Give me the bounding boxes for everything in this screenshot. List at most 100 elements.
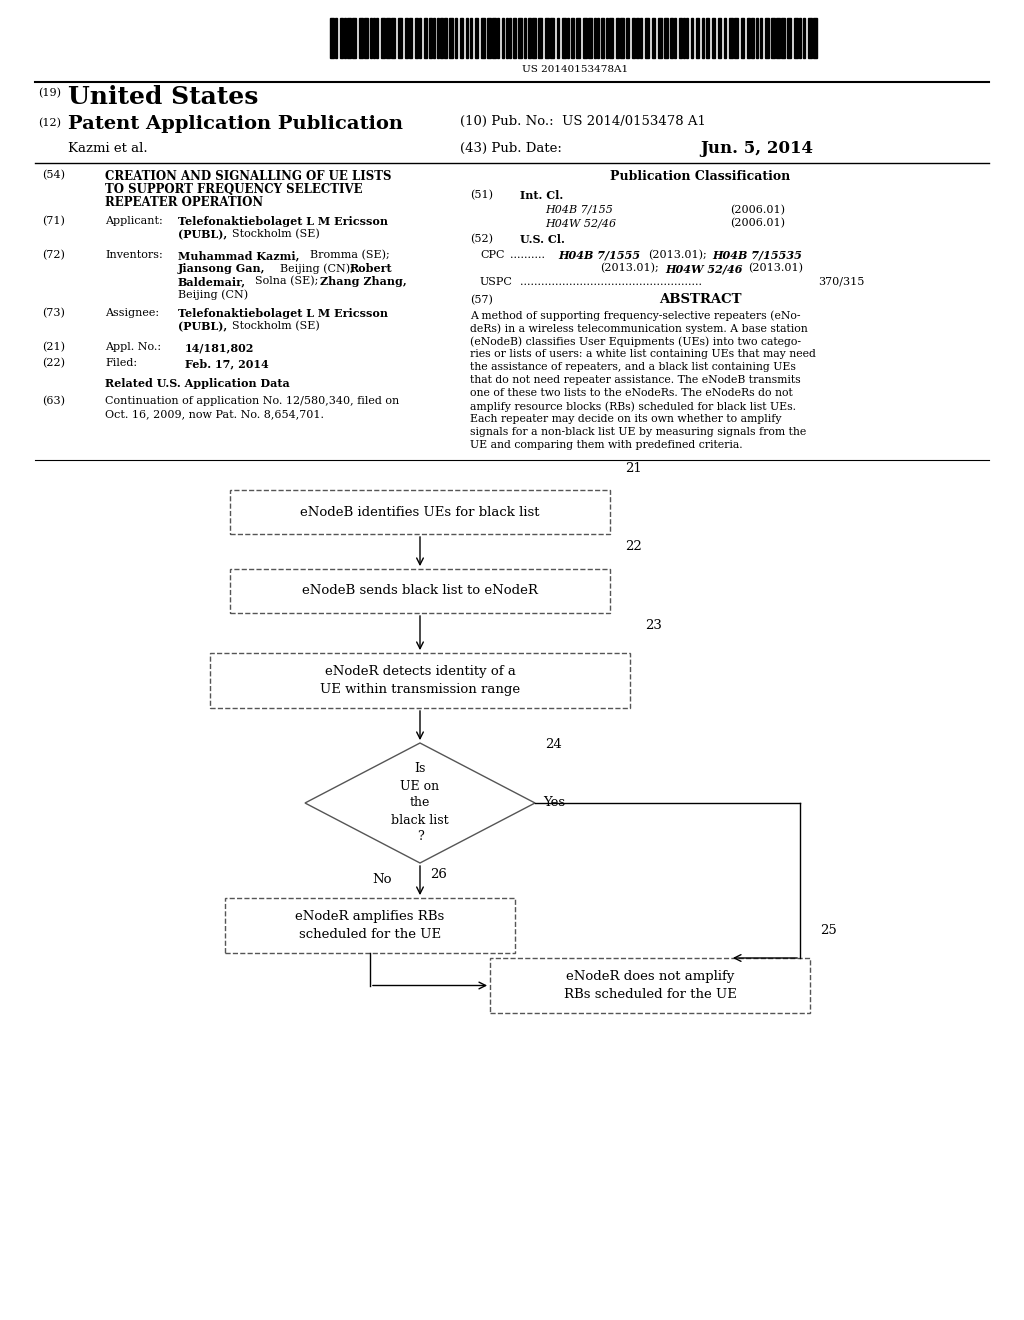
- Bar: [606, 18, 608, 58]
- Bar: [497, 18, 499, 58]
- Text: eNodeB sends black list to eNodeR: eNodeB sends black list to eNodeR: [302, 585, 538, 598]
- Text: eNodeR detects identity of a
UE within transmission range: eNodeR detects identity of a UE within t…: [319, 665, 520, 696]
- Bar: [686, 18, 688, 58]
- Text: Robert: Robert: [350, 263, 392, 275]
- Bar: [776, 18, 780, 58]
- Bar: [528, 18, 531, 58]
- Bar: [683, 18, 685, 58]
- FancyBboxPatch shape: [210, 653, 630, 708]
- Bar: [335, 18, 337, 58]
- Bar: [376, 18, 378, 58]
- Bar: [645, 18, 649, 58]
- Bar: [509, 18, 511, 58]
- Bar: [550, 18, 554, 58]
- Text: the assistance of repeaters, and a black list containing UEs: the assistance of repeaters, and a black…: [470, 362, 796, 372]
- Bar: [347, 18, 351, 58]
- Text: (73): (73): [42, 308, 65, 318]
- Bar: [444, 18, 447, 58]
- Bar: [664, 18, 668, 58]
- Bar: [419, 18, 421, 58]
- Bar: [601, 18, 604, 58]
- Text: 25: 25: [820, 924, 837, 937]
- Text: (10) Pub. No.:  US 2014/0153478 A1: (10) Pub. No.: US 2014/0153478 A1: [460, 115, 706, 128]
- Bar: [381, 18, 385, 58]
- Bar: [718, 18, 721, 58]
- Text: eNodeB identifies UEs for black list: eNodeB identifies UEs for black list: [300, 506, 540, 519]
- Bar: [620, 18, 624, 58]
- FancyBboxPatch shape: [230, 569, 610, 612]
- Bar: [658, 18, 662, 58]
- Bar: [794, 18, 798, 58]
- Bar: [781, 18, 785, 58]
- Text: 23: 23: [645, 619, 662, 632]
- Bar: [386, 18, 390, 58]
- Text: ....................................................: ........................................…: [520, 277, 702, 286]
- Text: signals for a non-black list UE by measuring signals from the: signals for a non-black list UE by measu…: [470, 426, 806, 437]
- Bar: [696, 18, 699, 58]
- Text: (PUBL),: (PUBL),: [178, 228, 227, 240]
- Bar: [518, 18, 522, 58]
- Text: USPC: USPC: [480, 277, 513, 286]
- Bar: [406, 18, 408, 58]
- Bar: [760, 18, 762, 58]
- Bar: [455, 18, 457, 58]
- Text: Inventors:: Inventors:: [105, 249, 163, 260]
- Bar: [724, 18, 726, 58]
- Bar: [632, 18, 635, 58]
- Bar: [391, 18, 395, 58]
- Text: Int. Cl.: Int. Cl.: [520, 190, 563, 201]
- Text: eNodeR amplifies RBs
scheduled for the UE: eNodeR amplifies RBs scheduled for the U…: [295, 909, 444, 941]
- Text: ABSTRACT: ABSTRACT: [658, 293, 741, 306]
- Bar: [424, 18, 427, 58]
- Text: Is
UE on
the
black list
?: Is UE on the black list ?: [391, 763, 449, 843]
- Text: Bromma (SE);: Bromma (SE);: [310, 249, 390, 260]
- Text: (72): (72): [42, 249, 65, 260]
- Bar: [746, 18, 750, 58]
- Text: (57): (57): [470, 294, 493, 305]
- Bar: [626, 18, 629, 58]
- Text: A method of supporting frequency-selective repeaters (eNo-: A method of supporting frequency-selecti…: [470, 310, 801, 321]
- Bar: [513, 18, 516, 58]
- Bar: [567, 18, 569, 58]
- Bar: [652, 18, 655, 58]
- Bar: [437, 18, 439, 58]
- Text: Appl. No.:: Appl. No.:: [105, 342, 161, 352]
- Bar: [597, 18, 599, 58]
- Bar: [440, 18, 443, 58]
- Bar: [475, 18, 478, 58]
- Text: 14/181,802: 14/181,802: [185, 342, 254, 352]
- Text: (2013.01);: (2013.01);: [648, 249, 707, 260]
- Text: (21): (21): [42, 342, 65, 352]
- Text: deRs) in a wireless telecommunication system. A base station: deRs) in a wireless telecommunication sy…: [470, 323, 808, 334]
- Text: one of these two lists to the eNodeRs. The eNodeRs do not: one of these two lists to the eNodeRs. T…: [470, 388, 793, 399]
- Bar: [670, 18, 673, 58]
- Text: Feb. 17, 2014: Feb. 17, 2014: [185, 358, 268, 370]
- Bar: [594, 18, 596, 58]
- Bar: [545, 18, 549, 58]
- Bar: [538, 18, 542, 58]
- Text: Stockholm (SE): Stockholm (SE): [232, 228, 319, 239]
- Text: H04B 7/1555: H04B 7/1555: [558, 249, 640, 261]
- Bar: [674, 18, 676, 58]
- Text: CPC: CPC: [480, 249, 505, 260]
- Bar: [449, 18, 453, 58]
- Text: Beijing (CN);: Beijing (CN);: [280, 263, 354, 273]
- Bar: [370, 18, 372, 58]
- Bar: [502, 18, 504, 58]
- Text: (51): (51): [470, 190, 493, 201]
- Bar: [532, 18, 536, 58]
- Bar: [409, 18, 412, 58]
- Text: (71): (71): [42, 216, 65, 226]
- Bar: [808, 18, 812, 58]
- Bar: [506, 18, 508, 58]
- Bar: [588, 18, 592, 58]
- Bar: [429, 18, 432, 58]
- Bar: [734, 18, 738, 58]
- Text: ..........: ..........: [510, 249, 545, 260]
- Text: (12): (12): [38, 117, 61, 128]
- Text: Publication Classification: Publication Classification: [610, 170, 791, 183]
- Text: No: No: [373, 873, 392, 886]
- Text: 24: 24: [545, 738, 562, 751]
- Bar: [340, 18, 343, 58]
- Bar: [765, 18, 769, 58]
